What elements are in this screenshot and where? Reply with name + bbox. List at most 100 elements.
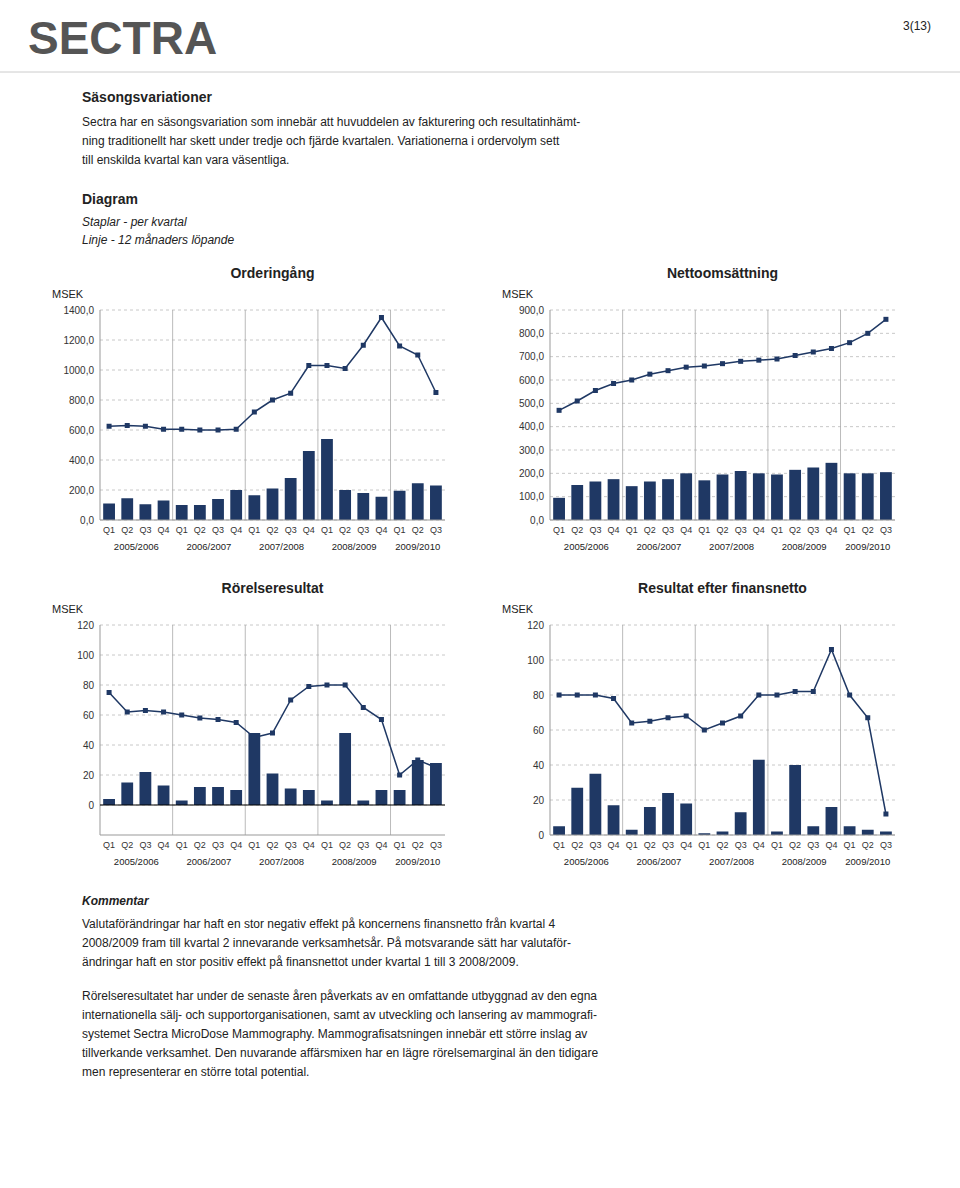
category-label: Q1 <box>321 525 333 535</box>
category-label: Q3 <box>662 525 674 535</box>
year-separator <box>317 310 318 520</box>
bar <box>644 807 656 835</box>
bar <box>626 830 638 835</box>
bar <box>139 504 151 520</box>
category-label: Q1 <box>626 840 638 850</box>
marker <box>161 710 166 715</box>
line <box>559 650 886 815</box>
marker <box>415 353 420 358</box>
category-label: Q2 <box>194 840 206 850</box>
line <box>109 318 436 431</box>
marker <box>234 720 239 725</box>
category-label: Q2 <box>266 840 278 850</box>
marker <box>756 358 761 363</box>
bar <box>357 493 369 520</box>
chart: RörelseresultatMSEK020406080100120Q1Q2Q3… <box>52 580 445 867</box>
bar <box>212 499 224 520</box>
bar <box>789 765 801 835</box>
grid-line <box>100 685 445 686</box>
tick-label: 40 <box>533 760 545 771</box>
category-label: Q3 <box>880 840 892 850</box>
bar <box>121 783 133 806</box>
marker <box>306 684 311 689</box>
marker <box>234 427 239 432</box>
bar <box>680 473 692 520</box>
marker <box>107 690 112 695</box>
bar <box>807 826 819 835</box>
marker <box>847 340 852 345</box>
category-label: Q3 <box>430 525 442 535</box>
bar <box>771 832 783 836</box>
bar <box>430 486 442 521</box>
bar <box>121 498 133 520</box>
marker <box>647 719 652 724</box>
bar <box>248 733 260 805</box>
zero-line <box>100 805 445 806</box>
bar <box>880 832 892 836</box>
year-separator <box>695 310 696 520</box>
marker <box>361 705 366 710</box>
grid-line <box>550 695 895 696</box>
bar <box>571 485 583 520</box>
year-label: 2008/2009 <box>332 856 377 867</box>
page-number: 3(13) <box>903 19 931 33</box>
grid-line <box>100 460 445 461</box>
x-axis <box>550 835 895 836</box>
bar <box>285 789 297 806</box>
y-axis <box>100 310 101 520</box>
header-rule <box>0 72 960 73</box>
chart: NettoomsättningMSEK0,0100,0200,0300,0400… <box>502 265 895 552</box>
bar <box>430 763 442 805</box>
category-label: Q1 <box>321 840 333 850</box>
bar <box>176 505 188 520</box>
tick-label: 1400,0 <box>63 305 94 316</box>
grid-line <box>550 426 895 427</box>
comment-heading: Kommentar <box>82 894 150 908</box>
plot-area <box>103 683 442 806</box>
marker <box>161 427 166 432</box>
bar <box>158 501 170 521</box>
y-axis <box>100 625 101 835</box>
year-label: 2005/2006 <box>564 856 609 867</box>
bar <box>789 470 801 520</box>
category-label: Q1 <box>176 525 188 535</box>
year-separator <box>390 310 391 520</box>
year-label: 2008/2009 <box>782 541 827 552</box>
diagram-note: Staplar - per kvartal <box>82 215 187 229</box>
category-label: Q4 <box>825 525 837 535</box>
category-label: Q4 <box>158 525 170 535</box>
category-label: Q1 <box>394 840 406 850</box>
year-label: 2005/2006 <box>114 856 159 867</box>
category-label: Q3 <box>807 840 819 850</box>
year-separator <box>622 625 623 835</box>
plot-area <box>553 317 892 520</box>
bar <box>553 826 565 835</box>
category-label: Q3 <box>880 525 892 535</box>
bar <box>376 497 388 520</box>
category-label: Q1 <box>248 840 260 850</box>
grid-line <box>100 745 445 746</box>
marker <box>793 353 798 358</box>
marker <box>179 713 184 718</box>
grid-line <box>550 660 895 661</box>
bar <box>103 799 115 805</box>
bar <box>303 790 315 805</box>
chart-title: Resultat efter finansnetto <box>638 580 807 596</box>
marker <box>847 693 852 698</box>
grid-line <box>550 625 895 626</box>
grid-line <box>550 310 895 311</box>
year-separator <box>840 625 841 835</box>
chart: Resultat efter finansnettoMSEK0204060801… <box>502 580 895 867</box>
marker <box>811 350 816 355</box>
marker <box>557 408 562 413</box>
category-label: Q3 <box>357 525 369 535</box>
bar <box>230 790 242 805</box>
grid-line <box>550 356 895 357</box>
chart-title: Orderingång <box>230 265 314 281</box>
bar <box>717 832 729 836</box>
marker <box>397 773 402 778</box>
marker <box>684 714 689 719</box>
year-label: 2007/2008 <box>709 856 754 867</box>
tick-label: 1000,0 <box>63 365 94 376</box>
marker <box>143 708 148 713</box>
